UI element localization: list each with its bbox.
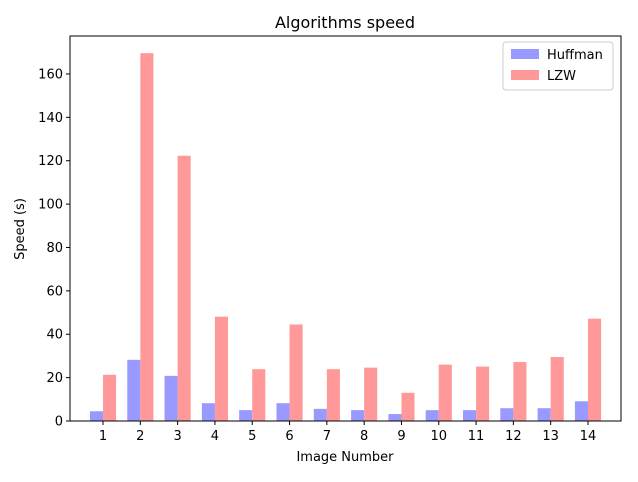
bar-lzw-5 — [252, 369, 266, 421]
bar-lzw-10 — [438, 364, 452, 421]
legend-label-huffman: Huffman — [547, 48, 603, 63]
x-tick-label: 6 — [285, 429, 293, 444]
bar-lzw-9 — [401, 392, 415, 421]
legend-swatch-lzw — [511, 70, 539, 80]
x-tick-label: 14 — [580, 429, 597, 444]
x-tick-label: 4 — [211, 429, 219, 444]
x-tick-label: 11 — [468, 429, 485, 444]
bar-huffman-6 — [276, 403, 290, 421]
y-tick-label: 100 — [38, 198, 63, 213]
bar-huffman-14 — [574, 401, 588, 421]
y-axis-label: Speed (s) — [13, 198, 28, 260]
bar-huffman-12 — [500, 408, 514, 421]
bar-lzw-12 — [513, 362, 527, 421]
bar-lzw-3 — [177, 155, 191, 421]
bar-huffman-10 — [425, 410, 439, 421]
chart-title: Algorithms speed — [275, 13, 415, 32]
x-tick-label: 3 — [173, 429, 181, 444]
y-tick-label: 20 — [46, 371, 63, 386]
bars-layer — [89, 53, 602, 421]
bar-lzw-8 — [364, 367, 378, 421]
x-tick-label: 12 — [505, 429, 522, 444]
bar-huffman-4 — [201, 403, 215, 421]
x-tick-label: 5 — [248, 429, 256, 444]
x-tick-label: 1 — [99, 429, 107, 444]
bar-lzw-7 — [326, 369, 340, 421]
legend-label-lzw: LZW — [547, 69, 576, 84]
legend-swatch-huffman — [511, 49, 539, 59]
bar-huffman-7 — [313, 408, 327, 421]
y-tick-label: 160 — [38, 67, 63, 82]
bar-lzw-2 — [140, 53, 154, 421]
bar-lzw-14 — [587, 318, 602, 421]
plot-frame — [69, 35, 622, 422]
x-tick-label: 10 — [430, 429, 447, 444]
x-tick-label: 9 — [397, 429, 405, 444]
bar-huffman-13 — [537, 408, 551, 421]
x-tick-label: 2 — [136, 429, 144, 444]
bar-lzw-1 — [103, 374, 117, 421]
bar-huffman-5 — [239, 410, 253, 421]
y-tick-label: 60 — [46, 284, 63, 299]
legend: Huffman LZW — [502, 41, 614, 91]
y-tick-label: 0 — [55, 415, 63, 430]
bar-huffman-3 — [164, 375, 178, 421]
y-tick-label: 40 — [46, 328, 63, 343]
bar-huffman-9 — [388, 414, 402, 421]
bar-huffman-11 — [463, 410, 477, 421]
bar-lzw-13 — [550, 357, 564, 421]
y-tick-label: 140 — [38, 111, 63, 126]
x-tick-label: 13 — [542, 429, 559, 444]
x-axis-label: Image Number — [296, 450, 394, 465]
bar-huffman-2 — [127, 359, 141, 421]
bar-lzw-4 — [214, 316, 228, 421]
bar-huffman-8 — [351, 410, 365, 421]
bar-lzw-11 — [476, 366, 490, 421]
y-tick-label: 80 — [46, 241, 63, 256]
bar-lzw-6 — [289, 324, 303, 421]
x-tick-label: 7 — [323, 429, 331, 444]
bar-huffman-1 — [89, 411, 104, 421]
y-tick-label: 120 — [38, 154, 63, 169]
x-tick-label: 8 — [360, 429, 368, 444]
